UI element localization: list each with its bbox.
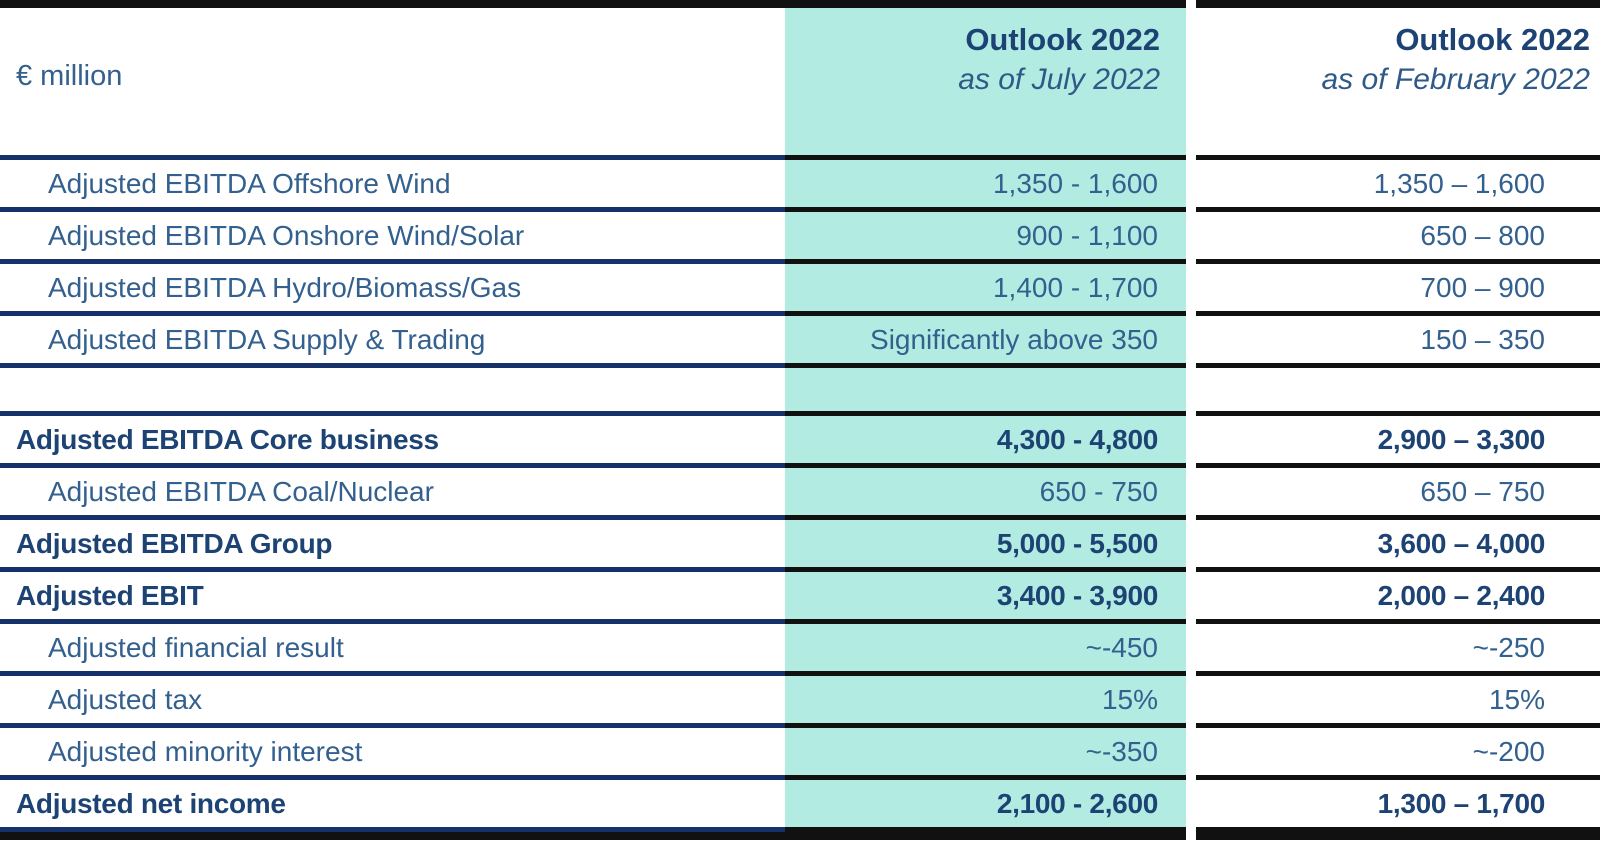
column-gutter: [1186, 316, 1196, 368]
row-value-february: ~-250: [1196, 624, 1600, 676]
row-value-february: 650 – 800: [1196, 212, 1600, 264]
row-value-february: 700 – 900: [1196, 264, 1600, 316]
column-gutter: [1186, 368, 1196, 416]
table-row-supply-trading: Adjusted EBITDA Supply & Trading Signifi…: [0, 316, 1600, 368]
top-rule-left-segment: [0, 0, 1186, 8]
bottom-rule-gap: [1186, 832, 1196, 840]
table-row-tax: Adjusted tax 15% 15%: [0, 676, 1600, 728]
column-subtitle-july: as of July 2022: [958, 63, 1160, 97]
row-value-july: 650 - 750: [785, 468, 1186, 520]
row-value-february: 15%: [1196, 676, 1600, 728]
row-label: Adjusted EBITDA Group: [0, 520, 785, 572]
unit-label: € million: [0, 8, 785, 160]
row-value-february: 1,350 – 1,600: [1196, 160, 1600, 212]
bottom-rule-right-segment: [1196, 832, 1600, 840]
column-header-february: Outlook 2022 as of February 2022: [1196, 8, 1600, 160]
row-value-february: 650 – 750: [1196, 468, 1600, 520]
column-subtitle-february: as of February 2022: [1321, 63, 1591, 97]
column-gutter: [1186, 624, 1196, 676]
row-value-february: 2,000 – 2,400: [1196, 572, 1600, 624]
column-header-july: Outlook 2022 as of July 2022: [785, 8, 1186, 160]
row-value-july: 1,400 - 1,700: [785, 264, 1186, 316]
table-row-financial-result: Adjusted financial result ~-450 ~-250: [0, 624, 1600, 676]
row-value-february: ~-200: [1196, 728, 1600, 780]
column-title-february: Outlook 2022: [1395, 22, 1590, 57]
column-gutter: [1186, 160, 1196, 212]
row-label: Adjusted EBITDA Offshore Wind: [0, 160, 785, 212]
row-value-july: [785, 368, 1186, 416]
row-label: Adjusted EBITDA Coal/Nuclear: [0, 468, 785, 520]
table-header-row: € million Outlook 2022 as of July 2022 O…: [0, 8, 1600, 160]
table-row-offshore-wind: Adjusted EBITDA Offshore Wind 1,350 - 1,…: [0, 160, 1600, 212]
row-label: Adjusted net income: [0, 780, 785, 832]
column-gutter: [1186, 264, 1196, 316]
row-value-february: [1196, 368, 1600, 416]
table-row-core-business: Adjusted EBITDA Core business 4,300 - 4,…: [0, 416, 1600, 468]
row-label: Adjusted EBITDA Onshore Wind/Solar: [0, 212, 785, 264]
row-value-february: 3,600 – 4,000: [1196, 520, 1600, 572]
column-gutter: [1186, 676, 1196, 728]
column-gutter: [1186, 728, 1196, 780]
column-gutter: [1186, 572, 1196, 624]
row-value-july: 4,300 - 4,800: [785, 416, 1186, 468]
table-row-ebitda-group: Adjusted EBITDA Group 5,000 - 5,500 3,60…: [0, 520, 1600, 572]
row-label: Adjusted EBIT: [0, 572, 785, 624]
bottom-rule-left-segment: [0, 832, 1186, 840]
column-gutter: [1186, 468, 1196, 520]
row-label: Adjusted minority interest: [0, 728, 785, 780]
top-rule-gap: [1186, 0, 1196, 8]
row-value-july: 3,400 - 3,900: [785, 572, 1186, 624]
column-gutter: [1186, 780, 1196, 832]
row-label: [0, 368, 785, 416]
top-rule: [0, 0, 1600, 8]
table-row-minority-interest: Adjusted minority interest ~-350 ~-200: [0, 728, 1600, 780]
table-row-ebit: Adjusted EBIT 3,400 - 3,900 2,000 – 2,40…: [0, 572, 1600, 624]
row-label: Adjusted EBITDA Supply & Trading: [0, 316, 785, 368]
row-value-february: 1,300 – 1,700: [1196, 780, 1600, 832]
row-label: Adjusted EBITDA Hydro/Biomass/Gas: [0, 264, 785, 316]
table-row-spacer: [0, 368, 1600, 416]
column-title-july: Outlook 2022: [965, 22, 1160, 57]
row-value-july: 15%: [785, 676, 1186, 728]
table-row-net-income: Adjusted net income 2,100 - 2,600 1,300 …: [0, 780, 1600, 832]
row-value-july: ~-450: [785, 624, 1186, 676]
row-value-july: 2,100 - 2,600: [785, 780, 1186, 832]
row-label: Adjusted financial result: [0, 624, 785, 676]
row-value-july: ~-350: [785, 728, 1186, 780]
table-row-coal-nuclear: Adjusted EBITDA Coal/Nuclear 650 - 750 6…: [0, 468, 1600, 520]
table-row-onshore-wind-solar: Adjusted EBITDA Onshore Wind/Solar 900 -…: [0, 212, 1600, 264]
row-value-july: 900 - 1,100: [785, 212, 1186, 264]
row-value-july: 5,000 - 5,500: [785, 520, 1186, 572]
column-gutter: [1186, 520, 1196, 572]
bottom-rule: [0, 832, 1600, 840]
row-value-july: 1,350 - 1,600: [785, 160, 1186, 212]
row-value-february: 2,900 – 3,300: [1196, 416, 1600, 468]
column-gutter: [1186, 416, 1196, 468]
row-label: Adjusted tax: [0, 676, 785, 728]
row-value-february: 150 – 350: [1196, 316, 1600, 368]
row-value-july: Significantly above 350: [785, 316, 1186, 368]
column-gutter: [1186, 212, 1196, 264]
row-label: Adjusted EBITDA Core business: [0, 416, 785, 468]
column-gutter: [1186, 8, 1196, 160]
top-rule-right-segment: [1196, 0, 1600, 8]
table-row-hydro-biomass-gas: Adjusted EBITDA Hydro/Biomass/Gas 1,400 …: [0, 264, 1600, 316]
